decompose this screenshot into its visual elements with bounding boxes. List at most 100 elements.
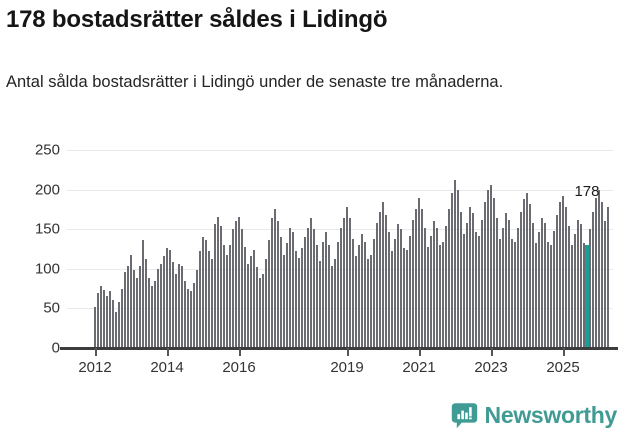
bar [279,237,282,348]
x-axis-tick-label: 2023 [474,359,508,376]
bar [108,290,111,348]
bar [234,221,237,348]
y-axis-tick-label: 50 [43,299,60,317]
bar [198,251,201,348]
bar [444,226,447,348]
bar [387,232,390,348]
bar [306,227,309,348]
bar [138,265,141,348]
bar [105,295,108,348]
bars-layer: 178 [67,150,613,348]
bar [102,290,105,348]
bar [489,184,492,348]
bar [510,238,513,348]
bar [453,180,456,348]
bar [486,189,489,348]
chart-subtitle: Antal sålda bostadsrätter i Lidingö unde… [6,73,504,91]
x-axis-tick-mark [347,348,349,356]
bar [246,264,249,348]
bar [591,211,594,348]
bar [360,233,363,348]
bar [549,245,552,348]
y-axis-tick-label: 250 [34,141,60,159]
bar [270,218,273,348]
x-axis-line [60,347,618,350]
bar [225,254,228,348]
bar [384,214,387,348]
bar [273,208,276,348]
bar [351,238,354,348]
bar [228,245,231,348]
bar [345,207,348,348]
bar [252,249,255,348]
bar [177,264,180,348]
bar [342,218,345,348]
bar [531,222,534,348]
value-callout: 178 [574,183,600,201]
bar [435,227,438,348]
y-axis-tick-label: 0 [51,339,60,357]
bar [498,238,501,348]
bar [195,270,198,348]
bar [330,265,333,348]
gridline [67,189,613,191]
bar [534,243,537,348]
bar [117,302,120,348]
bar [126,265,129,348]
x-axis-labels: 2012 2014 2016 2019 2021 2023 2025 [0,348,631,388]
bar [240,229,243,348]
bar [558,202,561,348]
x-axis-tick-mark [491,348,493,356]
bar [426,246,429,348]
bar [537,232,540,348]
bar [231,229,234,348]
bar [378,211,381,348]
bar [249,256,252,348]
bar [309,218,312,348]
bar [519,211,522,348]
bar [372,238,375,348]
bar [402,248,405,348]
bar [357,245,360,348]
bar [432,221,435,348]
bar [465,222,468,348]
bar [411,219,414,348]
bar [258,278,261,348]
bar [291,232,294,348]
bar [144,259,147,348]
bar [456,189,459,348]
bar [141,240,144,348]
bar [336,241,339,348]
bar [606,207,609,348]
bar [162,256,165,348]
bar [267,240,270,348]
bar [375,222,378,348]
bar [165,248,168,348]
bar [201,237,204,348]
bar [522,199,525,348]
x-axis-tick-mark [167,348,169,356]
x-axis-tick-mark [95,348,97,356]
bar [423,227,426,348]
bar [150,286,153,348]
bar [540,218,543,348]
bar [513,241,516,348]
bar [294,251,297,348]
bar [399,229,402,348]
bar [318,260,321,348]
bar [477,235,480,348]
bar [408,235,411,348]
bar [303,237,306,348]
bar [582,243,585,348]
bar [369,254,372,348]
bar [204,240,207,348]
x-axis-tick-label: 2021 [402,359,436,376]
bar [567,226,570,348]
bar [528,203,531,348]
y-axis-tick-label: 150 [34,220,60,238]
bar [153,281,156,348]
bar [564,207,567,348]
bar [168,249,171,348]
bar [480,219,483,348]
